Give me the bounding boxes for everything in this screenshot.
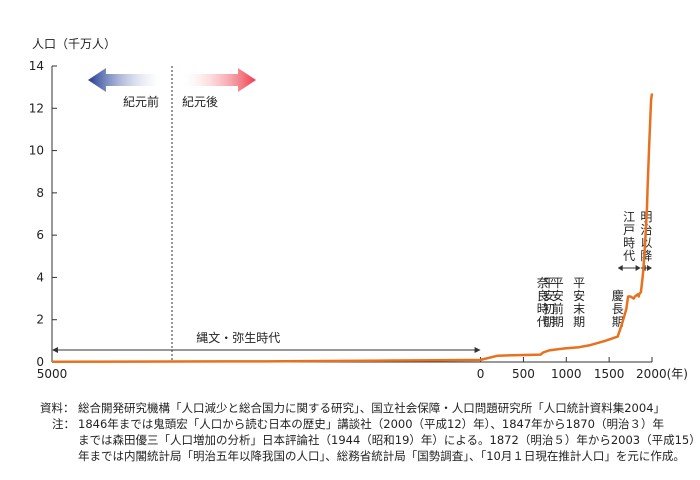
y-tick-label: 0 bbox=[36, 355, 44, 369]
y-tick-label: 2 bbox=[36, 313, 44, 327]
note-line-2: までは森田優三「人口増加の分析」日本評論社（1944（昭和19）年）による。18… bbox=[78, 433, 700, 447]
era-annotation: 平安前期 bbox=[552, 276, 564, 329]
y-tick-label: 4 bbox=[36, 270, 44, 284]
source-label: 資料： bbox=[40, 401, 75, 415]
x-tick-label: 1000 bbox=[551, 367, 582, 381]
period-label: 縄文・弥生時代 bbox=[196, 330, 280, 345]
y-axis-label: 人口（千万人） bbox=[32, 37, 116, 51]
y-tick-label: 6 bbox=[36, 228, 44, 242]
y-tick-label: 8 bbox=[36, 186, 44, 200]
x-axis-end-label: 2000(年) bbox=[636, 367, 688, 381]
y-tick-label: 10 bbox=[29, 144, 44, 158]
bc-arrow bbox=[88, 68, 160, 92]
period-label: 江戸時代 bbox=[623, 210, 635, 263]
ad-label: 紀元後 bbox=[182, 95, 218, 109]
period-arrowhead bbox=[647, 265, 652, 271]
era-annotation: 奈良時代 bbox=[537, 276, 549, 329]
period-arrowhead bbox=[635, 265, 641, 271]
era-annotation: 平安末期 bbox=[573, 276, 585, 329]
note-label: 注： bbox=[52, 417, 75, 431]
x-tick-label: 0 bbox=[477, 367, 485, 381]
x-tick-label: 1500 bbox=[594, 367, 625, 381]
period-arrowhead bbox=[52, 347, 58, 353]
note-line-3: 年までは内閣統計局「明治五年以降我国の人口」、総務省統計局「国勢調査」、「10月… bbox=[78, 449, 685, 463]
period-arrowhead bbox=[474, 347, 481, 353]
x-tick-label: 5000 bbox=[37, 367, 68, 381]
ad-arrow bbox=[184, 68, 256, 92]
note-line-1: 1846年までは鬼頭宏「人口から読む日本の歴史」講談社（2000（平成12）年）… bbox=[78, 417, 664, 431]
source-text: 総合開発研究機構「人口減少と総合国力に関する研究」、国立社会保障・人口問題研究所… bbox=[78, 401, 666, 415]
x-tick-label: 500 bbox=[512, 367, 535, 381]
era-annotation: 平安初期 bbox=[543, 276, 555, 329]
population-line bbox=[51, 93, 654, 364]
bc-label: 紀元前 bbox=[123, 94, 159, 109]
y-tick-label: 12 bbox=[29, 101, 44, 115]
y-tick-label: 14 bbox=[29, 59, 44, 73]
period-arrowhead bbox=[617, 265, 623, 271]
